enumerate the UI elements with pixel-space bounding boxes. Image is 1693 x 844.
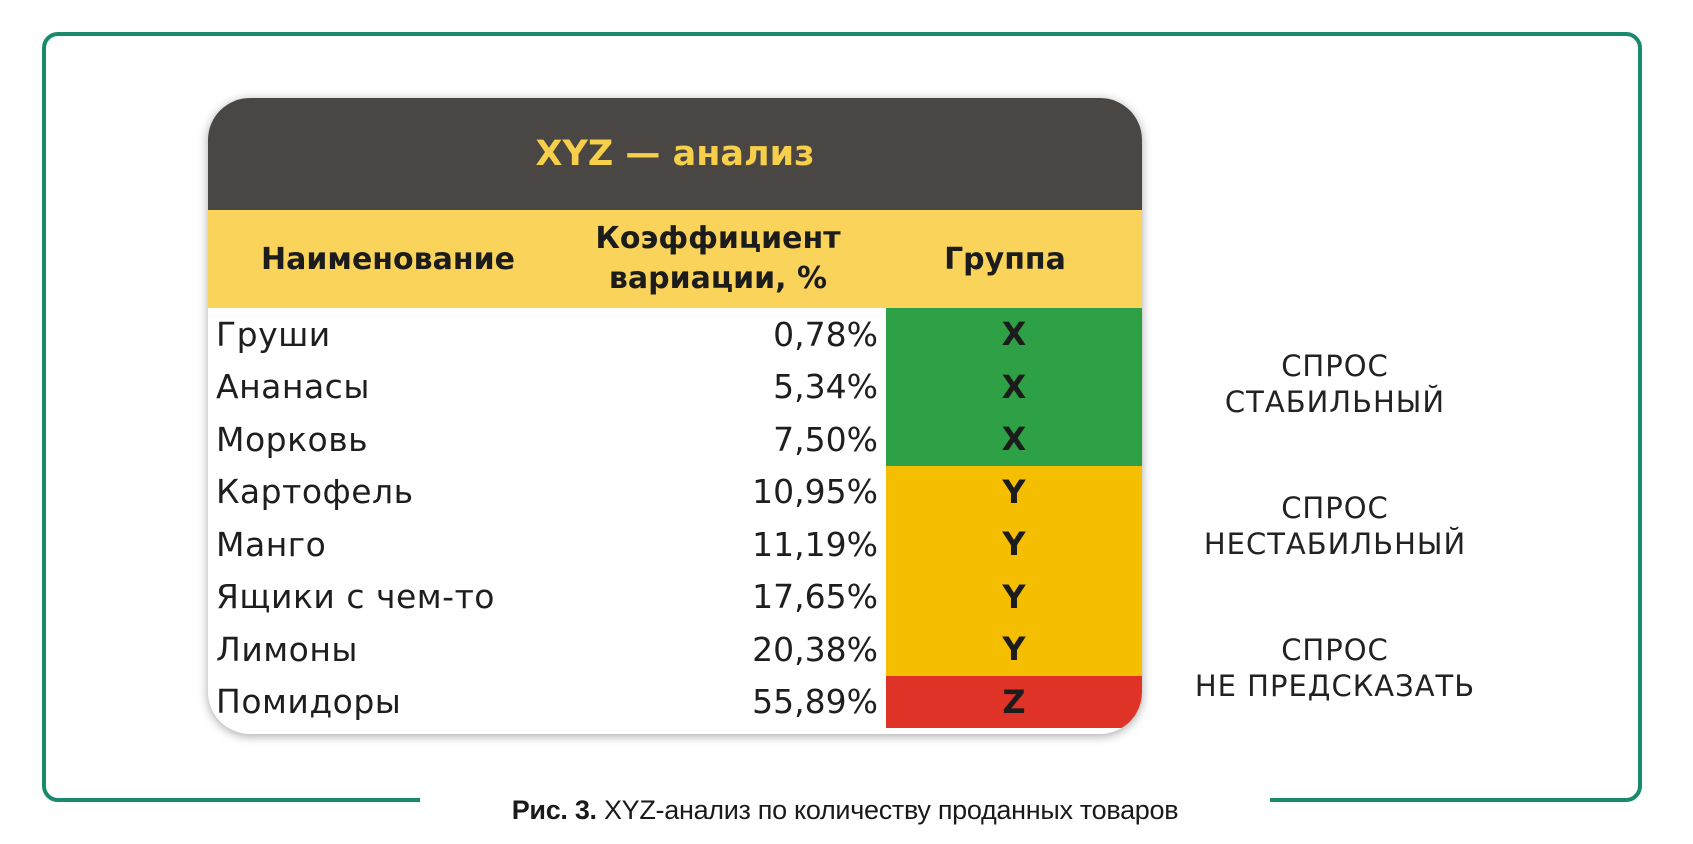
table-row: Ананасы 5,34% X	[208, 360, 1142, 413]
table-row: Морковь 7,50% X	[208, 413, 1142, 466]
note-unpredictable-line2: НЕ ПРЕДСКАЗАТЬ	[1194, 669, 1476, 703]
cell-coefficient: 17,65%	[752, 577, 878, 617]
cell-name: Ананасы	[216, 367, 370, 407]
table-body: Груши 0,78% X Ананасы 5,34% X Морковь 7,…	[208, 308, 1142, 728]
caption-label: Рис. 3.	[511, 795, 597, 825]
note-unpredictable-line1: СПРОС	[1281, 633, 1389, 667]
cell-coefficient: 0,78%	[773, 314, 878, 354]
cell-group: X	[886, 308, 1142, 361]
cell-name: Картофель	[216, 472, 414, 512]
note-unstable-line1: СПРОС	[1281, 491, 1389, 525]
note-unstable-line2: НЕСТАБИЛЬНЫЙ	[1203, 527, 1467, 561]
table-row: Ящики с чем-то 17,65% Y	[208, 570, 1142, 623]
cell-name: Манго	[216, 524, 327, 564]
cell-coefficient: 7,50%	[773, 419, 878, 459]
cell-group: Y	[886, 570, 1142, 623]
table-header-row: Наименование Коэффициент вариации, % Гру…	[208, 210, 1142, 308]
table-row: Картофель 10,95% Y	[208, 465, 1142, 518]
figure-caption: Рис. 3. XYZ-анализ по количеству проданн…	[420, 795, 1270, 826]
cell-group: Y	[886, 465, 1142, 518]
cell-group: Y	[886, 518, 1142, 571]
caption-text: XYZ-анализ по количеству проданных товар…	[603, 795, 1179, 825]
cell-group: X	[886, 413, 1142, 466]
table-row: Помидоры 55,89% Z	[208, 675, 1142, 728]
cell-name: Лимоны	[216, 629, 358, 669]
cell-group: X	[886, 360, 1142, 413]
cell-coefficient: 5,34%	[773, 367, 878, 407]
cell-coefficient: 20,38%	[752, 629, 878, 669]
note-unstable-demand: СПРОС НЕСТАБИЛЬНЫЙ	[1175, 490, 1495, 562]
cell-coefficient: 10,95%	[752, 472, 878, 512]
cell-name: Ящики с чем-то	[216, 577, 495, 617]
header-group: Группа	[944, 241, 1066, 277]
cell-group: Z	[886, 675, 1142, 728]
header-name: Наименование	[261, 241, 515, 277]
cell-group: Y	[886, 623, 1142, 676]
cell-name: Груши	[216, 314, 331, 354]
table-row: Груши 0,78% X	[208, 308, 1142, 361]
header-coefficient-line1: Коэффициент	[595, 221, 841, 256]
cell-coefficient: 55,89%	[752, 682, 878, 722]
table-row: Манго 11,19% Y	[208, 518, 1142, 571]
note-stable-line1: СПРОС	[1281, 349, 1389, 383]
note-stable-line2: СТАБИЛЬНЫЙ	[1224, 385, 1446, 419]
cell-name: Морковь	[216, 419, 369, 459]
xyz-table-card: XYZ — анализ Наименование Коэффициент ва…	[208, 98, 1142, 734]
header-coefficient-line2: вариации, %	[608, 261, 828, 296]
caption-gap	[420, 790, 1270, 844]
table-row: Лимоны 20,38% Y	[208, 623, 1142, 676]
table-title: XYZ — анализ	[208, 98, 1142, 210]
note-unpredictable-demand: СПРОС НЕ ПРЕДСКАЗАТЬ	[1160, 632, 1510, 704]
cell-coefficient: 11,19%	[752, 524, 878, 564]
header-coefficient: Коэффициент вариации, %	[568, 219, 868, 299]
note-stable-demand: СПРОС СТАБИЛЬНЫЙ	[1175, 348, 1495, 420]
cell-name: Помидоры	[216, 682, 402, 722]
